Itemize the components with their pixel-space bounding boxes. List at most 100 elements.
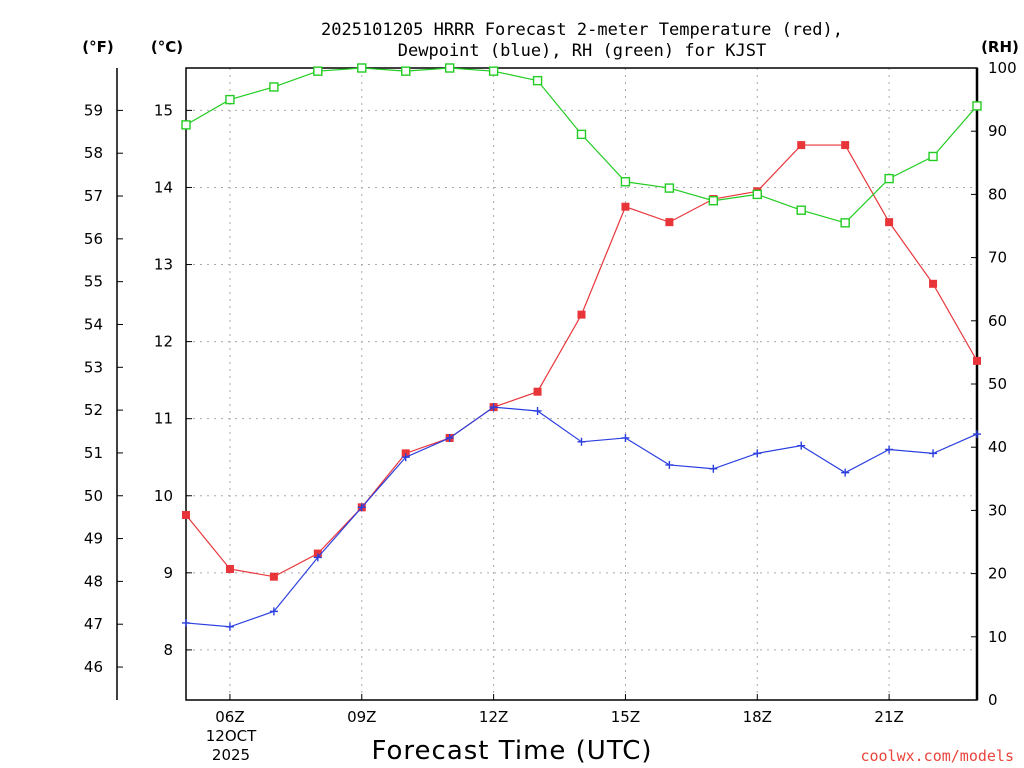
celsius-tick-label: 12: [154, 333, 173, 351]
rh-point: [532, 75, 543, 86]
fahrenheit-tick-label: 54: [84, 315, 103, 333]
fahrenheit-tick-label: 56: [84, 230, 103, 248]
dewpoint-point: [182, 618, 190, 627]
rh-point: [884, 173, 894, 184]
fahrenheit-tick-label: 58: [84, 144, 103, 162]
dewpoint-point: [973, 430, 981, 439]
rh-point: [269, 82, 279, 92]
temperature-point: [225, 564, 234, 573]
dewpoint-point: [621, 433, 630, 442]
dewpoint-point: [929, 449, 938, 458]
site-credit: coolwx.com/models: [860, 747, 1014, 765]
plot-frame: [185, 67, 978, 701]
x-date-line1: 12OCT: [206, 727, 257, 745]
fahrenheit-axis-unit: (°F): [82, 38, 113, 56]
rh-point: [401, 66, 411, 76]
rh-tick-label: 90: [988, 122, 1007, 140]
fahrenheit-tick-label: 55: [84, 273, 103, 291]
rh-tick-label: 50: [988, 375, 1007, 393]
rh-point: [664, 183, 675, 193]
rh-point: [928, 151, 938, 162]
fahrenheit-tick-label: 49: [84, 530, 103, 548]
rh-point: [972, 101, 982, 111]
chart-title-line1: 2025101205 HRRR Forecast 2-meter Tempera…: [321, 20, 843, 40]
rh-point: [357, 63, 367, 73]
series-dewpoint: [182, 403, 981, 631]
rh-tick-label: 40: [988, 438, 1007, 456]
rh-line: [185, 67, 978, 224]
fahrenheit-tick-label: 47: [84, 615, 103, 633]
rh-tick-label: 100: [988, 59, 1017, 77]
dewpoint-point: [401, 453, 410, 462]
rh-point: [620, 177, 631, 187]
fahrenheit-tick-label: 57: [84, 187, 103, 205]
dewpoint-point: [445, 433, 454, 442]
dewpoint-point: [577, 437, 586, 446]
rh-tick-label: 10: [988, 628, 1007, 646]
rh-tick-label: 20: [988, 565, 1007, 583]
dewpoint-point: [269, 607, 278, 616]
rh-tick-label: 80: [988, 185, 1007, 203]
dewpoint-point: [357, 503, 366, 512]
celsius-tick-label: 14: [154, 178, 173, 196]
rh-tick-label: 30: [988, 501, 1007, 519]
x-tick-label: 06Z: [215, 708, 244, 726]
rh-tick-label: 60: [988, 312, 1007, 330]
series-rh: [181, 63, 982, 228]
temperature-point: [973, 356, 981, 365]
temperature-point: [797, 141, 806, 150]
rh-tick-label: 70: [988, 249, 1007, 267]
temperature-point: [182, 511, 190, 520]
fahrenheit-tick-label: 59: [84, 101, 103, 119]
rh-axis-unit: (RH): [981, 38, 1019, 56]
x-tick-label: 09Z: [347, 708, 376, 726]
fahrenheit-tick-label: 50: [84, 487, 103, 505]
celsius-tick-label: 13: [154, 256, 173, 274]
axes: 46 47 48 49 50 51 52 53 54 55 56 57 58 59 8 9 10 11 12 13 14…: [84, 59, 1017, 726]
celsius-axis-unit: (°C): [151, 38, 183, 56]
x-tick-label: 15Z: [611, 708, 640, 726]
data-series: [181, 63, 982, 631]
temperature-point: [929, 279, 938, 288]
rh-point: [576, 129, 587, 140]
chart-title-line2: Dewpoint (blue), RH (green) for KJST: [398, 41, 766, 61]
temperature-point: [885, 218, 894, 227]
temperature-point: [665, 218, 674, 227]
dewpoint-point: [665, 460, 674, 469]
fahrenheit-tick-label: 52: [84, 401, 103, 419]
celsius-tick-label: 11: [154, 410, 173, 428]
x-tick-label: 12Z: [479, 708, 508, 726]
dewpoint-point: [885, 445, 894, 454]
celsius-tick-label: 10: [154, 487, 173, 505]
dewpoint-point: [533, 406, 542, 415]
rh-tick-label: 0: [988, 691, 998, 709]
dewpoint-point: [489, 403, 498, 412]
dewpoint-point: [313, 553, 322, 562]
dewpoint-point: [225, 622, 234, 631]
rh-point: [752, 189, 762, 200]
rh-point: [181, 120, 191, 130]
fahrenheit-tick-label: 53: [84, 358, 103, 376]
x-date-line2: 2025: [212, 746, 250, 764]
rh-point: [488, 66, 499, 76]
grid-lines: [186, 68, 977, 700]
celsius-tick-label: 15: [154, 101, 173, 119]
fahrenheit-tick-label: 46: [84, 658, 103, 676]
celsius-tick-label: 9: [163, 564, 173, 582]
dewpoint-point: [709, 464, 718, 473]
x-tick-label: 18Z: [743, 708, 772, 726]
rh-point: [796, 205, 806, 215]
x-tick-label: 21Z: [874, 708, 903, 726]
fahrenheit-tick-label: 51: [84, 444, 103, 462]
fahrenheit-tick-label: 48: [84, 572, 103, 590]
x-axis-label: Forecast Time (UTC): [371, 736, 652, 766]
rh-point: [313, 66, 323, 76]
temperature-point: [533, 387, 542, 396]
rh-point: [708, 196, 719, 206]
rh-point: [840, 218, 850, 228]
temperature-point: [269, 572, 278, 581]
dewpoint-point: [841, 468, 850, 477]
rh-point: [444, 63, 455, 73]
temperature-point: [841, 141, 850, 150]
